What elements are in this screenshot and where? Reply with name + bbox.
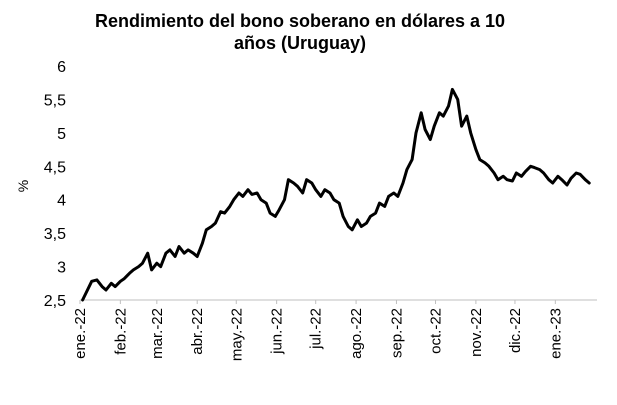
x-axis-ticks: ene.-22 feb.-22 mar.-22 abr.-22 may.-22 jun.-… (72, 300, 564, 361)
y-tick-label: 4 (57, 193, 66, 210)
x-tick-label: dic.-22 (507, 308, 524, 353)
x-tick-label: ago.-22 (348, 308, 365, 359)
x-tick-label: jul.-22 (308, 308, 325, 350)
x-tick-label: ene.-22 (72, 308, 89, 359)
x-tick-label: sep.-22 (388, 308, 405, 358)
y-tick-label: 5 (57, 126, 66, 143)
x-tick-label: mar.-22 (149, 308, 166, 359)
series-group (81, 87, 591, 302)
y-axis-label: % (15, 180, 31, 192)
x-tick-label: oct.-22 (428, 308, 445, 354)
y-tick-label: 3 (57, 260, 66, 277)
y-tick-label: 3,5 (44, 226, 66, 243)
chart-title-line-2: años (Uruguay) (233, 33, 366, 53)
x-tick-label: may.-22 (228, 308, 245, 361)
series-line (81, 87, 591, 302)
chart-title-line-1: Rendimiento del bono soberano en dólares… (94, 11, 506, 31)
y-tick-label: 6 (57, 59, 66, 76)
y-tick-label: 4,5 (44, 159, 66, 176)
x-tick-label: jun.-22 (269, 308, 286, 355)
y-tick-label: 2,5 (44, 293, 66, 310)
y-tick-label: 5,5 (44, 92, 66, 109)
y-axis-ticks: 2,5 3 3,5 4 4,5 5 5,5 6 (44, 59, 66, 310)
chart-title: Rendimiento del bono soberano en dólares… (40, 10, 560, 54)
x-tick-label: abr.-22 (189, 308, 206, 355)
x-tick-label: nov.-22 (468, 308, 485, 357)
x-tick-label: feb.-22 (112, 308, 129, 355)
x-tick-label: ene.-23 (547, 308, 564, 359)
